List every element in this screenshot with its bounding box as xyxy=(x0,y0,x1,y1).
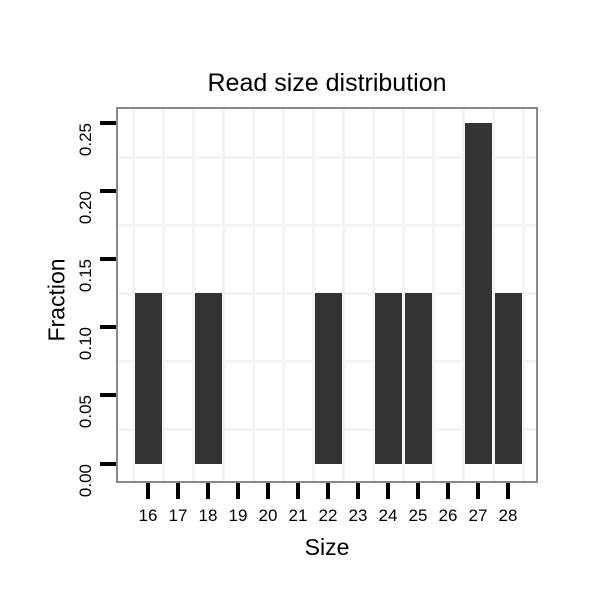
y-axis-tick xyxy=(100,189,116,194)
gridline-vertical xyxy=(131,109,135,481)
gridline-horizontal xyxy=(118,155,536,159)
bar-28 xyxy=(494,293,522,464)
x-tick-label: 25 xyxy=(408,506,428,525)
x-tick-label: 24 xyxy=(378,506,398,525)
x-tick-label: 17 xyxy=(168,506,188,525)
x-axis-tick xyxy=(206,483,210,499)
plot-panel xyxy=(116,107,538,483)
gridline-vertical xyxy=(221,109,225,481)
gridline-vertical xyxy=(341,109,345,481)
y-axis-tick xyxy=(100,257,116,262)
y-tick-label: 0.20 xyxy=(75,191,95,225)
bar-24 xyxy=(374,293,402,464)
x-tick-label: 22 xyxy=(318,506,338,525)
y-tick-label: 0.10 xyxy=(75,327,95,361)
x-tick-label: 28 xyxy=(498,506,518,525)
x-axis-tick xyxy=(266,483,270,499)
x-axis-tick xyxy=(356,483,360,499)
x-tick-label: 26 xyxy=(438,506,458,525)
x-axis-tick xyxy=(236,483,240,499)
x-tick-label: 18 xyxy=(198,506,218,525)
gridline-vertical xyxy=(491,109,495,481)
gridline-vertical xyxy=(461,109,465,481)
x-axis-tick xyxy=(296,483,300,499)
gridline-vertical xyxy=(251,109,255,481)
bar-27 xyxy=(464,123,492,464)
x-tick-label: 27 xyxy=(468,506,488,525)
gridline-vertical xyxy=(281,109,285,481)
x-axis-tick xyxy=(476,483,480,499)
x-axis-tick xyxy=(446,483,450,499)
x-tick-label: 23 xyxy=(348,506,368,525)
x-tick-label: 19 xyxy=(228,506,248,525)
x-tick-label: 16 xyxy=(138,506,158,525)
gridline-vertical xyxy=(431,109,435,481)
bar-16 xyxy=(134,293,162,464)
x-tick-label: 20 xyxy=(258,506,278,525)
x-axis-tick xyxy=(326,483,330,499)
y-axis-tick xyxy=(100,325,116,330)
gridline-vertical xyxy=(371,109,375,481)
y-axis-title: Fraction xyxy=(43,258,70,342)
x-axis-title: Size xyxy=(304,534,350,560)
chart-title: Read size distribution xyxy=(207,69,447,97)
gridline-vertical xyxy=(191,109,195,481)
y-axis-tick xyxy=(100,461,116,466)
gridline-vertical xyxy=(401,109,405,481)
x-axis-tick xyxy=(386,483,390,499)
x-tick-label: 21 xyxy=(288,506,308,525)
y-tick-label: 0.15 xyxy=(75,259,95,293)
bar-25 xyxy=(404,293,432,464)
y-tick-label: 0.25 xyxy=(75,123,95,157)
bar-18 xyxy=(194,293,222,464)
x-axis-tick xyxy=(506,483,510,499)
x-axis-tick xyxy=(416,483,420,499)
y-axis-tick xyxy=(100,121,116,125)
gridline-vertical xyxy=(521,109,525,481)
y-tick-label: 0.05 xyxy=(75,395,95,429)
gridline-vertical xyxy=(311,109,315,481)
gridline-vertical xyxy=(161,109,165,481)
plot-area xyxy=(118,109,536,481)
gridline-horizontal xyxy=(118,223,536,227)
y-tick-label: 0.00 xyxy=(75,463,95,497)
bar-22 xyxy=(314,293,342,464)
y-axis-tick xyxy=(100,393,116,398)
x-axis-tick xyxy=(176,483,180,499)
x-axis-tick xyxy=(146,483,150,499)
